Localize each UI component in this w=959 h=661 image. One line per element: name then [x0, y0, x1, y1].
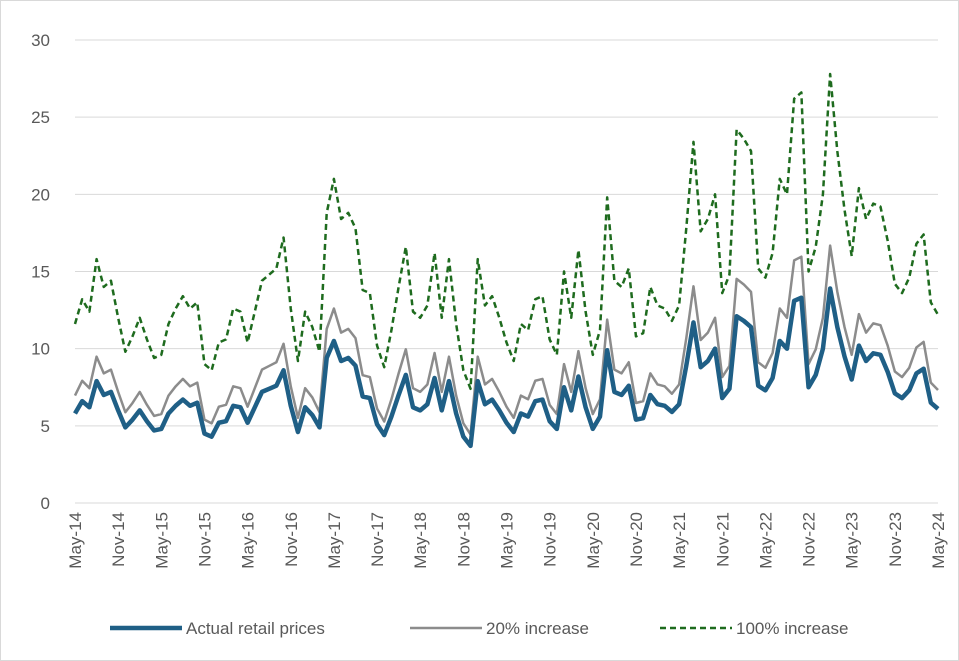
x-tick-label: Nov-19 — [541, 512, 560, 567]
y-tick-label: 5 — [41, 417, 50, 436]
x-tick-label: May-23 — [843, 512, 862, 569]
x-tick-label: Nov-16 — [282, 512, 301, 567]
x-tick-label: May-16 — [239, 512, 258, 569]
x-tick-label: May-18 — [411, 512, 430, 569]
y-tick-label: 15 — [31, 263, 50, 282]
series-line — [73, 244, 939, 436]
x-tick-label: May-21 — [670, 512, 689, 569]
y-tick-label: 25 — [31, 108, 50, 127]
x-tick-label: Nov-15 — [195, 512, 214, 567]
series-line — [73, 72, 940, 391]
x-tick-label: Nov-17 — [368, 512, 387, 567]
x-tick-label: Nov-18 — [454, 512, 473, 567]
y-tick-label: 20 — [31, 185, 50, 204]
legend-label: Actual retail prices — [186, 619, 325, 638]
x-tick-label: Nov-22 — [800, 512, 819, 567]
y-tick-label: 10 — [31, 340, 50, 359]
x-tick-label: Nov-21 — [713, 512, 732, 567]
x-tick-label: May-19 — [498, 512, 517, 569]
x-tick-label: May-24 — [929, 512, 948, 569]
legend-label: 100% increase — [736, 619, 848, 638]
x-tick-label: May-17 — [325, 512, 344, 569]
x-tick-label: Nov-23 — [886, 512, 905, 567]
x-tick-label: May-15 — [152, 512, 171, 569]
y-tick-label: 30 — [31, 31, 50, 50]
x-tick-label: May-14 — [66, 512, 85, 569]
x-tick-label: May-20 — [584, 512, 603, 569]
x-tick-label: Nov-14 — [109, 512, 128, 567]
x-tick-label: Nov-20 — [627, 512, 646, 567]
series-line — [73, 286, 940, 449]
legend-label: 20% increase — [486, 619, 589, 638]
x-tick-label: May-22 — [756, 512, 775, 569]
y-tick-label: 0 — [41, 494, 50, 513]
